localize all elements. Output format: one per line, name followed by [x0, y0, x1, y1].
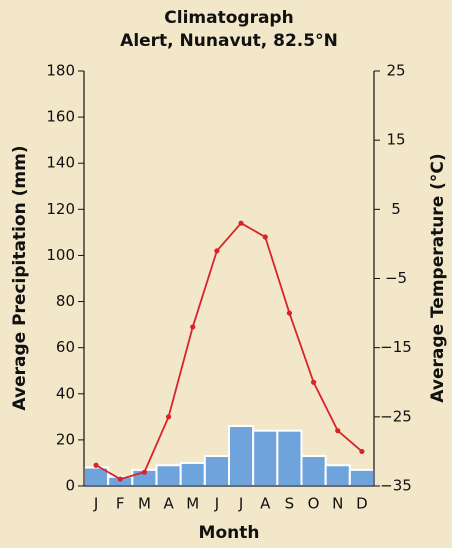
- bar: [252, 429, 279, 487]
- y-tick-label: 40: [56, 384, 75, 402]
- x-tick-label: A: [260, 495, 271, 513]
- x-tick-label: A: [163, 495, 174, 513]
- y2-tick-label: 5: [391, 200, 401, 218]
- y-tick-label: 160: [46, 108, 75, 126]
- temperature-point: [359, 448, 365, 455]
- x-tick-label: D: [356, 495, 368, 513]
- x-tick-label: F: [116, 495, 125, 513]
- temperature-point: [310, 379, 317, 385]
- temperature-point: [262, 234, 268, 240]
- bar: [348, 468, 376, 488]
- chart-subtitle: Alert, Nunavut, 82.5°N: [120, 31, 338, 51]
- bar: [203, 455, 230, 487]
- bar: [155, 464, 182, 487]
- x-tick-label: S: [285, 495, 295, 513]
- x-tick-label: J: [93, 495, 98, 513]
- bar: [179, 461, 206, 488]
- x-axis-label: Month: [199, 523, 260, 543]
- y-axis-label: Average Precipitation (mm): [10, 145, 30, 410]
- x-tick-label: O: [308, 495, 320, 513]
- temperature-point: [165, 414, 172, 420]
- temperature-point: [214, 248, 220, 254]
- y2-tick-label: 15: [386, 131, 405, 149]
- y-tick-label: 100: [46, 246, 75, 264]
- x-tick-label: N: [332, 495, 343, 513]
- x-tick-label: M: [138, 495, 151, 513]
- chart-title: Climatograph: [164, 8, 293, 28]
- y-tick-label: 180: [46, 62, 75, 80]
- y2-axis-label: Average Temperature (°C): [428, 153, 448, 402]
- x-tick-label: J: [238, 495, 243, 513]
- temperature-point: [335, 428, 341, 434]
- temperature-point: [93, 462, 99, 468]
- temperature-point: [117, 476, 123, 482]
- bar: [324, 464, 351, 487]
- y-tick-label: 80: [56, 292, 75, 310]
- temperature-point: [141, 469, 148, 475]
- temperature-point: [238, 220, 244, 226]
- bar: [228, 425, 255, 487]
- y-tick-label: 20: [56, 430, 75, 448]
- temperature-point: [190, 324, 196, 330]
- bar: [300, 455, 327, 487]
- y2-tick-label: −5: [385, 269, 407, 287]
- y2-tick-label: 25: [386, 62, 405, 80]
- temperature-line: [95, 222, 363, 481]
- bar: [276, 429, 303, 487]
- y-tick-label: 0: [65, 477, 75, 495]
- y2-tick-label: −15: [380, 338, 412, 356]
- x-tick-label: M: [186, 495, 199, 513]
- y2-tick-label: −35: [380, 477, 412, 495]
- y-tick-label: 120: [46, 200, 75, 218]
- y2-tick-label: −25: [380, 407, 412, 425]
- y-tick-label: 60: [56, 338, 75, 356]
- temperature-point: [286, 310, 293, 316]
- x-tick-label: J: [214, 495, 219, 513]
- y-tick-label: 140: [46, 154, 75, 172]
